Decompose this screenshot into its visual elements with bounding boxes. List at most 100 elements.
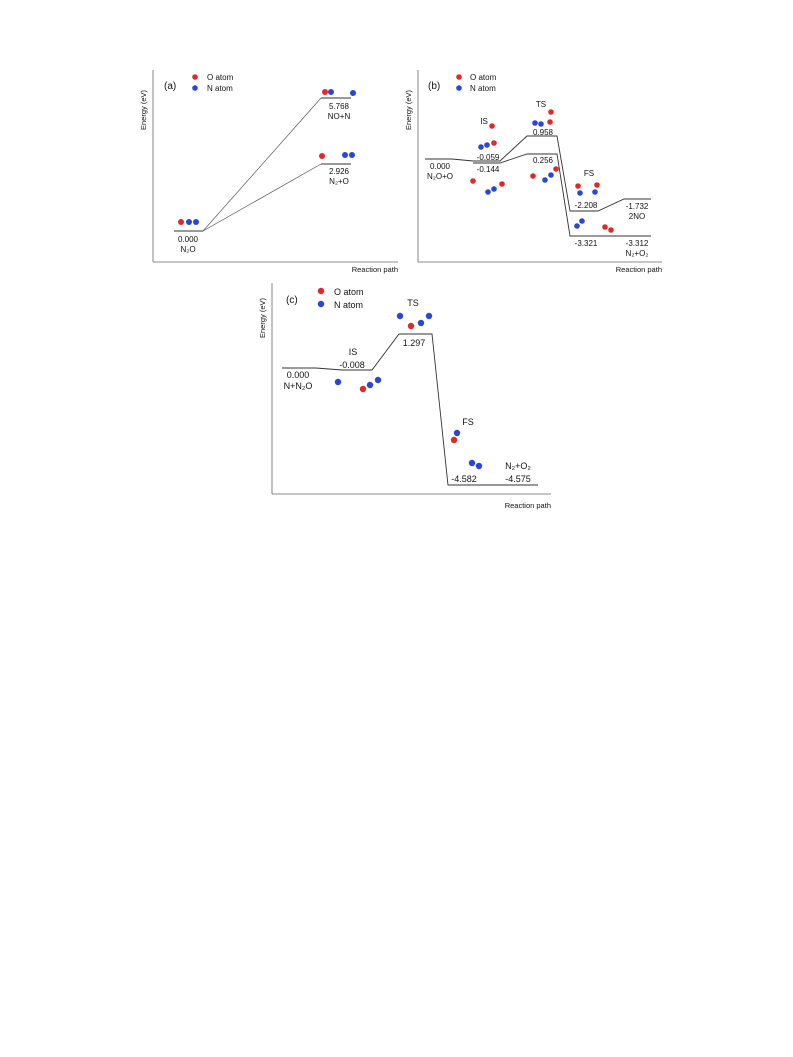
molecule-ts [396,312,433,330]
n-atom-legend-label: N atom [470,84,496,93]
stage-tag: FS [584,169,594,178]
molecule-no-n [322,89,356,96]
reaction-path-2 [473,153,651,237]
o-atom [499,181,505,187]
o-atom [319,153,325,159]
energy-label: -1.732 [626,202,649,211]
x-axis-label: Reaction path [616,265,662,274]
molecule-n2o [178,219,199,225]
n-atom [350,90,356,96]
o-atom [322,89,328,95]
stage-tag: TS [407,298,419,308]
molecule-fs-lower [574,218,614,233]
o-atom-legend-label: O atom [207,73,234,82]
n-atom [548,172,554,178]
n-atom [484,142,490,148]
y-axis-label: Energy (eV) [258,297,267,338]
n-atom [453,429,461,437]
energy-label: 0.000 [430,162,451,171]
stage-tag: TS [536,100,546,109]
o-atom [491,140,497,146]
o-atom [450,436,458,444]
o-atom [548,109,554,115]
energy-label: -3.312 [626,239,649,248]
y-axis-label: Energy (eV) [139,89,148,130]
n-atom [366,381,374,389]
n-atom [579,218,585,224]
molecule-n2-o [319,152,355,159]
legend: O atom N atom [317,287,364,310]
o-atom [553,166,559,172]
panel-c: Energy (eV) Reaction path (c) O atom N a… [258,283,551,510]
species-label: N₂O [180,245,195,254]
n-atom [485,189,491,195]
energy-label: 2.926 [329,167,350,176]
o-atom [407,322,415,330]
species-label: 2NO [629,212,645,221]
x-axis-label: Reaction path [505,501,551,510]
molecule-fs [450,429,483,470]
stage-tag: IS [349,347,358,357]
y-axis-label: Energy (eV) [404,89,413,130]
molecule-ts-upper [532,109,554,127]
o-atom [547,119,553,125]
panel-label: (a) [164,81,176,92]
energy-label: 0.000 [178,235,199,244]
n-atom [538,121,544,127]
reaction-path-1 [425,135,651,212]
n-atom [328,89,334,95]
molecule-fs-upper [575,182,600,196]
o-atom-legend-marker [317,287,325,295]
energy-label: 1.297 [403,338,426,348]
species-label: N₂+O [329,177,349,186]
reaction-path [282,333,538,486]
panel-label: (b) [428,81,440,92]
n-atom [532,120,538,126]
n-atom [186,219,192,225]
o-atom [178,219,184,225]
n-atom [574,223,580,229]
n-atom [374,376,382,384]
n-atom [193,219,199,225]
o-atom [530,173,536,179]
energy-label: -4.575 [505,474,531,484]
path-n2o-to-no-n [202,97,322,232]
o-atom [608,227,614,233]
n-atom [334,378,342,386]
molecule-is-lower [470,178,505,195]
path-n2o-to-n2-o [202,163,322,232]
species-label: NO+N [328,112,351,121]
n-atom [417,319,425,327]
energy-label: 5.768 [329,102,350,111]
o-atom [489,123,495,129]
molecule-ts-lower [530,166,559,183]
stage-tag: FS [462,417,474,427]
o-atom-legend-label: O atom [470,73,497,82]
n-atom [475,462,483,470]
molecule-is-upper [478,123,497,150]
n-atom [349,152,355,158]
energy-label: -0.059 [477,153,500,162]
energy-label: 0.958 [533,128,554,137]
energy-label: -2.208 [575,201,598,210]
species-label: N₂+O₂ [505,461,531,471]
species-label: N+N₂O [284,381,313,391]
n-atom [542,177,548,183]
species-label: N₂O+O [427,172,453,181]
n-atom [342,152,348,158]
n-atom [478,144,484,150]
o-atom-legend-marker [192,74,198,80]
energy-label: -3.321 [575,239,598,248]
o-atom [575,183,581,189]
legend: O atom N atom [456,73,497,93]
n-atom-legend-label: N atom [334,300,363,310]
panel-label: (c) [286,295,298,306]
n-atom [491,186,497,192]
n-atom [577,190,583,196]
o-atom-legend-label: O atom [334,287,364,297]
n-atom [425,312,433,320]
energy-label: 0.256 [533,156,554,165]
n-atom-legend-label: N atom [207,84,233,93]
n-atom [592,189,598,195]
